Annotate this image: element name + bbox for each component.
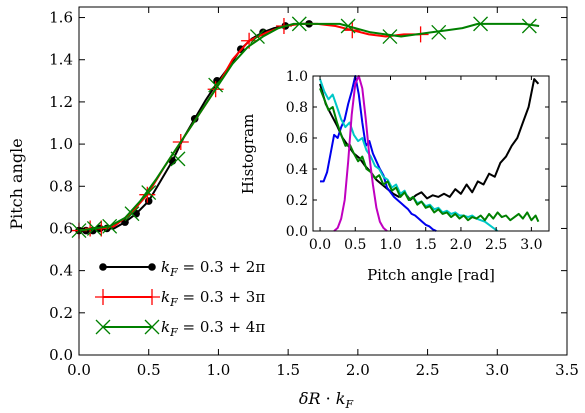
- inset-series-layer: [319, 75, 540, 232]
- y-tick-label: 0.2: [49, 304, 73, 322]
- legend-label: kF = 0.3 + 4π: [161, 318, 265, 339]
- series-marker: [250, 29, 265, 44]
- y-tick-label: 0.4: [49, 262, 73, 280]
- series-marker: [170, 151, 186, 167]
- main-chart: 0.0 0.5 1.0 1.5 2.0 2.5 3.0 3.5 0.0 0.2 0.4 0.6 0.8 1…: [7, 6, 579, 411]
- inset-axes: 0.0 0.5 1.0 1.5 2.0 2.5 3.0 0.0 0.2 0.4 0.6 0.8 1.0: [286, 69, 550, 253]
- inset-x-tick-label: 0.0: [309, 237, 331, 253]
- series-marker: [144, 197, 153, 205]
- inset-y-axis-title: Histogram: [239, 114, 257, 195]
- x-tick-label: 0.0: [67, 361, 91, 379]
- y-tick-label: 1.6: [49, 9, 73, 27]
- series-marker: [291, 16, 307, 32]
- inset-x-tick-label: 2.5: [485, 237, 507, 253]
- histogram-line: [319, 78, 540, 201]
- legend-marker: [95, 319, 111, 335]
- inset-y-tick-label: 0.6: [286, 131, 308, 147]
- y-tick-label: 0.6: [49, 219, 73, 237]
- series-marker: [124, 206, 140, 222]
- series-marker: [340, 18, 356, 34]
- x-tick-label: 1.0: [206, 361, 230, 379]
- series-marker: [102, 218, 118, 234]
- legend-label: kF = 0.3 + 3π: [161, 288, 265, 309]
- x-tick-label: 1.5: [276, 361, 300, 379]
- main-x-axis-title: δR · kF: [299, 389, 354, 411]
- inset-plot-frame: [312, 75, 550, 232]
- series-marker: [521, 18, 537, 34]
- series-marker: [431, 24, 447, 40]
- x-tick-label: 2.5: [416, 361, 440, 379]
- inset-x-tick-label: 3.0: [520, 237, 542, 253]
- y-tick-label: 0.8: [49, 177, 73, 195]
- series-line: [78, 22, 540, 232]
- inset-x-tick-label: 1.5: [415, 237, 437, 253]
- inset-y-tick-label: 1.0: [286, 69, 308, 85]
- x-tick-label: 0.5: [137, 361, 161, 379]
- series-line: [79, 22, 310, 232]
- y-tick-label: 1.4: [49, 51, 73, 69]
- inset-x-axis-title: Pitch angle [rad]: [367, 266, 495, 284]
- inset-y-tick-label: 0.0: [286, 224, 308, 240]
- main-plot-frame: [78, 6, 568, 356]
- y-tick-label: 1.0: [49, 135, 73, 153]
- histogram-line: [333, 75, 388, 232]
- legend-marker: [99, 263, 107, 271]
- legend-marker: [144, 289, 160, 305]
- x-tick-label: 3.5: [555, 361, 579, 379]
- series-marker: [473, 16, 489, 32]
- x-tick-label: 3.0: [485, 361, 509, 379]
- legend-label: kF = 0.3 + 2π: [161, 258, 265, 279]
- legend-marker: [144, 319, 160, 335]
- inset-y-tick-label: 0.8: [286, 100, 308, 116]
- series-marker: [208, 77, 224, 93]
- inset-y-tick-label: 0.2: [286, 193, 308, 209]
- legend-marker: [148, 263, 156, 271]
- inset-y-tick-label: 0.4: [286, 162, 308, 178]
- inset-x-tick-label: 0.5: [344, 237, 366, 253]
- inset-chart: 0.0 0.5 1.0 1.5 2.0 2.5 3.00.00.20.40.60.81.0 …: [239, 69, 550, 284]
- x-tick-label: 2.0: [346, 361, 370, 379]
- y-tick-label: 0.0: [49, 346, 73, 364]
- inset-x-tick-label: 2.0: [450, 237, 472, 253]
- main-axes: 0.0 0.5 1.0 1.5 2.0 2.5 3.0 3.5 0.0 0.2 0.4 0.6 0.8 1…: [49, 6, 579, 379]
- main-y-axis-title: Pitch angle: [7, 138, 26, 229]
- y-tick-label: 1.2: [49, 93, 73, 111]
- main-series-layer: [71, 16, 540, 239]
- series-marker: [86, 220, 102, 236]
- legend-marker: [95, 289, 111, 305]
- histogram-line: [319, 88, 540, 223]
- legend: kF = 0.3 + 2π kF = 0.3 + 3π kF = 0.3 + 4π: [95, 258, 265, 339]
- series-marker: [382, 29, 398, 44]
- inset-x-tick-label: 1.0: [379, 237, 401, 253]
- series-marker: [141, 185, 157, 201]
